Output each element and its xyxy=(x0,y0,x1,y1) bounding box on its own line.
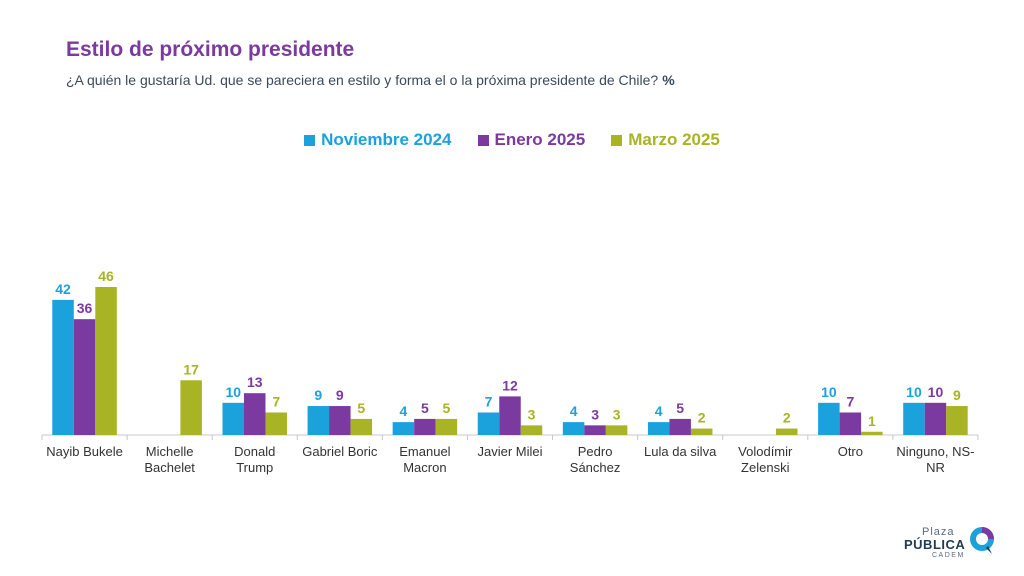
x-tick-label: Ninguno, NS- xyxy=(896,444,974,459)
bar xyxy=(605,425,628,435)
data-label: 4 xyxy=(570,403,578,419)
bar xyxy=(222,402,244,435)
bar xyxy=(584,425,606,435)
data-label: 5 xyxy=(421,400,429,416)
x-tick-label: Bachelet xyxy=(144,460,195,475)
logo-line2: PÚBLICA xyxy=(904,537,966,552)
data-label: 4 xyxy=(400,403,408,419)
legend-swatch-ene2025 xyxy=(477,134,489,146)
logo-line3: CADEM xyxy=(932,552,965,559)
x-tick-label: Javier Milei xyxy=(477,444,542,459)
x-tick-label: Otro xyxy=(838,444,863,459)
data-label: 4 xyxy=(655,403,663,419)
chart-legend: Noviembre 2024 Enero 2025 Marzo 2025 xyxy=(0,130,1024,150)
data-label: 7 xyxy=(846,393,854,409)
x-tick-label: Macron xyxy=(403,460,446,475)
bar xyxy=(350,418,373,435)
x-tick-label: Zelenski xyxy=(741,460,790,475)
legend-label-nov2024: Noviembre 2024 xyxy=(321,130,452,149)
legend-swatch-nov2024 xyxy=(304,134,316,146)
bar xyxy=(95,287,117,435)
bar xyxy=(924,402,947,435)
data-label: 12 xyxy=(502,377,518,393)
x-tick-label: Nayib Bukele xyxy=(46,444,123,459)
x-tick-label: Michelle xyxy=(146,444,194,459)
bar xyxy=(52,299,74,435)
bar xyxy=(329,406,351,435)
speech-bubble-icon xyxy=(970,527,994,554)
subtitle-question: ¿A quién le gustaría Ud. que se parecier… xyxy=(66,72,659,88)
data-label: 5 xyxy=(443,400,451,416)
data-label: 3 xyxy=(591,406,599,422)
bar xyxy=(265,412,287,435)
data-label: 7 xyxy=(272,393,280,409)
bar xyxy=(839,412,862,435)
data-label: 36 xyxy=(77,300,93,316)
data-label: 9 xyxy=(953,387,961,403)
bar xyxy=(414,418,436,435)
x-tick-label: Lula da silva xyxy=(644,444,717,459)
bar xyxy=(861,431,883,435)
x-tick-label: Gabriel Boric xyxy=(302,444,378,459)
chart-subtitle: ¿A quién le gustaría Ud. que se parecier… xyxy=(66,72,675,88)
plaza-publica-logo: Plaza PÚBLICA CADEM xyxy=(900,526,1000,562)
legend-item-ene2025: Enero 2025 xyxy=(477,130,586,150)
bar xyxy=(946,406,968,435)
legend-swatch-mar2025 xyxy=(611,134,623,146)
bar xyxy=(647,422,670,435)
legend-item-nov2024: Noviembre 2024 xyxy=(304,130,452,150)
data-label: 1 xyxy=(868,413,876,429)
x-tick-label: Donald xyxy=(234,444,275,459)
bar xyxy=(520,425,543,435)
x-tick-label: Sánchez xyxy=(570,460,621,475)
bar xyxy=(776,428,798,435)
x-tick-label: Pedro xyxy=(578,444,613,459)
bar xyxy=(499,396,521,435)
data-label: 9 xyxy=(336,387,344,403)
legend-label-ene2025: Enero 2025 xyxy=(494,130,586,149)
data-label: 46 xyxy=(98,268,114,284)
bar xyxy=(903,402,925,435)
x-tick-label: Trump xyxy=(236,460,273,475)
bar xyxy=(669,418,691,435)
data-label: 5 xyxy=(676,400,684,416)
data-label: 17 xyxy=(183,361,199,377)
data-label: 10 xyxy=(225,384,241,400)
bar xyxy=(562,422,585,435)
x-tick-label: NR xyxy=(926,460,945,475)
bar xyxy=(477,412,500,435)
x-tick-label: Emanuel xyxy=(399,444,450,459)
unit-label: % xyxy=(662,72,675,88)
data-label: 3 xyxy=(613,406,621,422)
data-label: 9 xyxy=(314,387,322,403)
data-label: 2 xyxy=(698,410,706,426)
bar xyxy=(392,422,415,435)
x-tick-label: Volodímir xyxy=(738,444,793,459)
chart-title: Estilo de próximo presidente xyxy=(66,38,355,61)
logo-line1: Plaza xyxy=(922,526,955,538)
bar xyxy=(435,418,458,435)
bar xyxy=(180,380,202,435)
data-label: 13 xyxy=(247,374,263,390)
data-label: 10 xyxy=(906,384,922,400)
legend-item-mar2025: Marzo 2025 xyxy=(611,130,720,150)
data-label: 10 xyxy=(928,384,944,400)
data-label: 42 xyxy=(55,281,71,297)
bar xyxy=(73,319,96,435)
data-label: 2 xyxy=(783,410,791,426)
bar xyxy=(307,406,330,435)
data-label: 7 xyxy=(485,393,493,409)
data-label: 10 xyxy=(821,384,837,400)
bar xyxy=(243,393,266,435)
data-label: 5 xyxy=(357,400,365,416)
bar xyxy=(690,428,713,435)
bar xyxy=(818,402,840,435)
legend-label-mar2025: Marzo 2025 xyxy=(628,130,720,149)
data-label: 3 xyxy=(528,406,536,422)
